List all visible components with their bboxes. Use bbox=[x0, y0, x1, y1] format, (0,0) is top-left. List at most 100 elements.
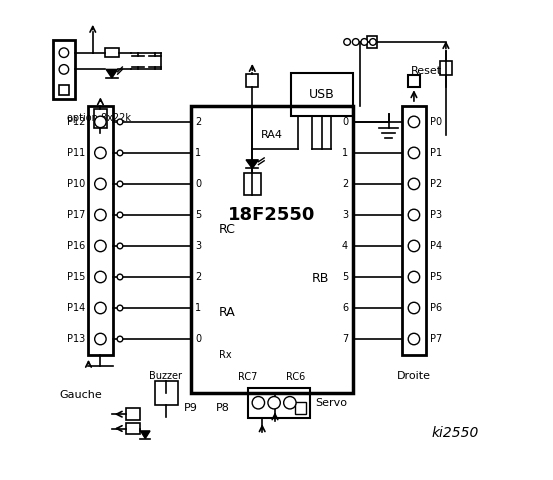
Text: 2: 2 bbox=[195, 117, 202, 127]
Circle shape bbox=[408, 147, 420, 158]
Circle shape bbox=[361, 38, 368, 45]
Text: P7: P7 bbox=[430, 334, 442, 344]
Text: P11: P11 bbox=[67, 148, 86, 158]
Circle shape bbox=[117, 150, 123, 156]
Text: 2: 2 bbox=[342, 179, 348, 189]
Polygon shape bbox=[140, 431, 150, 439]
Text: P15: P15 bbox=[67, 272, 86, 282]
Text: Gauche: Gauche bbox=[60, 390, 102, 400]
Circle shape bbox=[95, 271, 106, 283]
Bar bbox=[191, 107, 353, 393]
Text: P5: P5 bbox=[430, 272, 442, 282]
Text: ki2550: ki2550 bbox=[432, 426, 479, 440]
Text: P2: P2 bbox=[430, 179, 442, 189]
Circle shape bbox=[117, 305, 123, 311]
Circle shape bbox=[268, 396, 280, 409]
Circle shape bbox=[95, 116, 106, 128]
Circle shape bbox=[369, 38, 376, 45]
Text: 1: 1 bbox=[342, 148, 348, 158]
Polygon shape bbox=[106, 70, 118, 78]
Text: 7: 7 bbox=[342, 334, 348, 344]
Circle shape bbox=[408, 271, 420, 283]
Text: P13: P13 bbox=[67, 334, 86, 344]
Text: RC: RC bbox=[219, 223, 236, 236]
Bar bbox=[105, 48, 119, 58]
Text: 3: 3 bbox=[195, 241, 201, 251]
Circle shape bbox=[117, 119, 123, 125]
Text: RC7: RC7 bbox=[238, 372, 258, 382]
Bar bbox=[246, 74, 258, 87]
Circle shape bbox=[284, 396, 296, 409]
Text: P0: P0 bbox=[430, 117, 442, 127]
Text: 3: 3 bbox=[342, 210, 348, 220]
Text: 5: 5 bbox=[195, 210, 202, 220]
Text: P4: P4 bbox=[430, 241, 442, 251]
Bar bbox=[295, 402, 306, 414]
Bar bbox=[59, 85, 69, 96]
Bar bbox=[248, 388, 310, 418]
Circle shape bbox=[352, 38, 359, 45]
Circle shape bbox=[95, 209, 106, 221]
Bar bbox=[291, 73, 353, 116]
Bar bbox=[367, 36, 377, 48]
Circle shape bbox=[117, 274, 123, 280]
Text: P14: P14 bbox=[67, 303, 86, 313]
Circle shape bbox=[117, 243, 123, 249]
Text: RC6: RC6 bbox=[286, 372, 305, 382]
Text: 4: 4 bbox=[342, 241, 348, 251]
Text: P8: P8 bbox=[216, 403, 230, 413]
Text: P6: P6 bbox=[430, 303, 442, 313]
Circle shape bbox=[59, 65, 69, 74]
Text: P1: P1 bbox=[430, 148, 442, 158]
Text: P17: P17 bbox=[67, 210, 86, 220]
Bar bbox=[88, 107, 113, 355]
Text: Rx: Rx bbox=[219, 350, 232, 360]
Bar bbox=[126, 408, 139, 420]
Circle shape bbox=[344, 38, 351, 45]
Text: Reset: Reset bbox=[411, 66, 442, 75]
Circle shape bbox=[408, 333, 420, 345]
Circle shape bbox=[95, 147, 106, 158]
Text: 0: 0 bbox=[342, 117, 348, 127]
Bar bbox=[94, 109, 107, 128]
Text: RB: RB bbox=[312, 272, 329, 285]
Text: P3: P3 bbox=[430, 210, 442, 220]
Bar bbox=[244, 173, 261, 195]
Text: 2: 2 bbox=[195, 272, 202, 282]
Text: P12: P12 bbox=[67, 117, 86, 127]
Text: 1: 1 bbox=[195, 148, 201, 158]
Polygon shape bbox=[246, 160, 258, 168]
Text: Buzzer: Buzzer bbox=[149, 371, 182, 381]
Text: 1: 1 bbox=[195, 303, 201, 313]
Circle shape bbox=[408, 240, 420, 252]
Circle shape bbox=[408, 178, 420, 190]
Text: 0: 0 bbox=[195, 179, 201, 189]
Circle shape bbox=[252, 396, 264, 409]
Circle shape bbox=[95, 302, 106, 314]
Circle shape bbox=[408, 302, 420, 314]
Text: P10: P10 bbox=[67, 179, 86, 189]
Bar bbox=[53, 39, 75, 99]
Circle shape bbox=[408, 209, 420, 221]
Text: 6: 6 bbox=[342, 303, 348, 313]
Text: 18F2550: 18F2550 bbox=[228, 206, 315, 224]
Circle shape bbox=[95, 333, 106, 345]
Text: P9: P9 bbox=[184, 403, 197, 413]
Circle shape bbox=[95, 178, 106, 190]
Circle shape bbox=[59, 48, 69, 58]
Text: RA4: RA4 bbox=[260, 130, 283, 140]
Text: USB: USB bbox=[309, 88, 335, 101]
Text: 5: 5 bbox=[342, 272, 348, 282]
Bar bbox=[126, 423, 139, 434]
Text: Servo: Servo bbox=[316, 398, 348, 408]
Circle shape bbox=[117, 181, 123, 187]
Text: P16: P16 bbox=[67, 241, 86, 251]
Text: RA: RA bbox=[219, 306, 236, 319]
Bar bbox=[440, 61, 452, 75]
Circle shape bbox=[117, 336, 123, 342]
Bar bbox=[408, 75, 420, 87]
Circle shape bbox=[95, 240, 106, 252]
Bar bbox=[155, 381, 178, 405]
Circle shape bbox=[117, 212, 123, 218]
Text: Droite: Droite bbox=[397, 371, 431, 381]
